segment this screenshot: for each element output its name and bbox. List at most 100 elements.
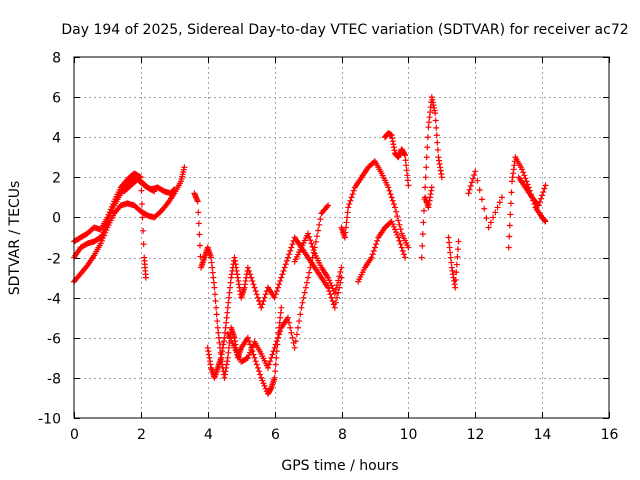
data-point xyxy=(289,241,296,248)
data-point xyxy=(396,221,403,228)
data-point xyxy=(454,246,461,253)
data-point xyxy=(434,139,441,146)
data-point xyxy=(327,279,334,286)
data-point xyxy=(222,329,229,336)
data-point xyxy=(307,264,314,271)
data-point xyxy=(244,334,251,341)
y-tick-label: -8 xyxy=(47,372,61,388)
data-point xyxy=(385,184,392,191)
x-tick-label: 4 xyxy=(204,427,213,443)
data-point xyxy=(309,243,316,250)
data-point xyxy=(287,247,294,254)
data-point xyxy=(342,229,349,236)
data-point xyxy=(329,285,336,292)
data-point xyxy=(494,204,501,211)
data-point xyxy=(285,314,291,321)
data-point xyxy=(250,351,257,358)
data-point xyxy=(171,186,178,193)
data-point xyxy=(296,318,303,325)
data-point xyxy=(402,157,409,164)
data-point xyxy=(264,364,271,371)
data-point xyxy=(249,344,256,351)
data-point xyxy=(140,241,147,248)
data-point xyxy=(540,189,547,196)
data-point xyxy=(299,299,306,306)
data-point xyxy=(278,304,285,311)
data-point xyxy=(277,328,284,335)
data-point xyxy=(101,232,108,239)
data-point xyxy=(305,274,312,281)
data-point xyxy=(209,269,216,276)
data-point xyxy=(110,205,117,212)
data-point xyxy=(424,134,431,141)
data-point xyxy=(438,174,445,181)
data-series xyxy=(338,158,412,251)
data-point xyxy=(259,377,266,384)
data-point xyxy=(98,237,105,244)
data-point xyxy=(286,251,293,258)
data-point xyxy=(283,257,290,264)
data-point xyxy=(389,197,396,204)
data-point xyxy=(197,253,204,260)
data-point xyxy=(398,244,405,251)
data-point xyxy=(335,289,342,296)
data-point xyxy=(324,203,331,210)
data-point xyxy=(342,224,349,231)
data-point xyxy=(344,209,351,216)
data-point xyxy=(332,299,339,306)
data-point xyxy=(317,216,324,223)
data-point xyxy=(226,289,233,296)
data-point xyxy=(208,259,215,266)
data-point xyxy=(335,277,342,284)
data-point xyxy=(247,349,254,356)
data-point xyxy=(542,218,549,225)
data-point xyxy=(287,324,294,331)
data-point xyxy=(293,331,300,338)
data-point xyxy=(259,301,266,308)
data-point xyxy=(472,168,479,175)
x-tick-label: 10 xyxy=(400,427,418,443)
data-point xyxy=(285,254,291,261)
data-point xyxy=(445,234,452,241)
data-point xyxy=(468,179,475,186)
data-point xyxy=(397,241,404,248)
data-point xyxy=(471,171,478,178)
data-point xyxy=(453,261,460,268)
data-point xyxy=(325,284,332,291)
data-point xyxy=(277,309,284,316)
data-point xyxy=(83,263,90,270)
data-point xyxy=(402,152,409,159)
data-point xyxy=(227,284,234,291)
data-point xyxy=(248,346,255,353)
y-tick-label: -6 xyxy=(47,332,61,348)
data-point xyxy=(277,314,284,321)
data-point xyxy=(260,298,267,305)
data-point xyxy=(418,254,425,261)
data-point xyxy=(280,267,287,274)
data-point xyxy=(446,244,453,251)
x-tick-label: 8 xyxy=(338,427,347,443)
x-tick-label: 6 xyxy=(271,427,280,443)
data-point xyxy=(225,344,232,351)
data-point xyxy=(371,244,378,251)
data-point xyxy=(432,110,439,117)
data-point xyxy=(474,177,481,184)
data-point xyxy=(288,244,295,251)
data-point xyxy=(225,299,232,306)
data-point xyxy=(313,233,320,240)
data-point xyxy=(271,294,278,301)
data-point xyxy=(300,294,307,301)
data-series xyxy=(422,184,435,211)
data-point xyxy=(368,254,375,261)
data-point xyxy=(254,294,261,301)
data-point xyxy=(328,282,335,289)
data-point xyxy=(452,284,459,291)
data-point xyxy=(522,175,529,182)
data-point xyxy=(142,274,149,281)
data-point xyxy=(476,187,483,194)
data-point xyxy=(252,358,259,365)
data-point xyxy=(195,220,202,227)
y-tick-label: -10 xyxy=(38,412,61,428)
data-point xyxy=(252,287,259,294)
data-point xyxy=(273,338,280,345)
